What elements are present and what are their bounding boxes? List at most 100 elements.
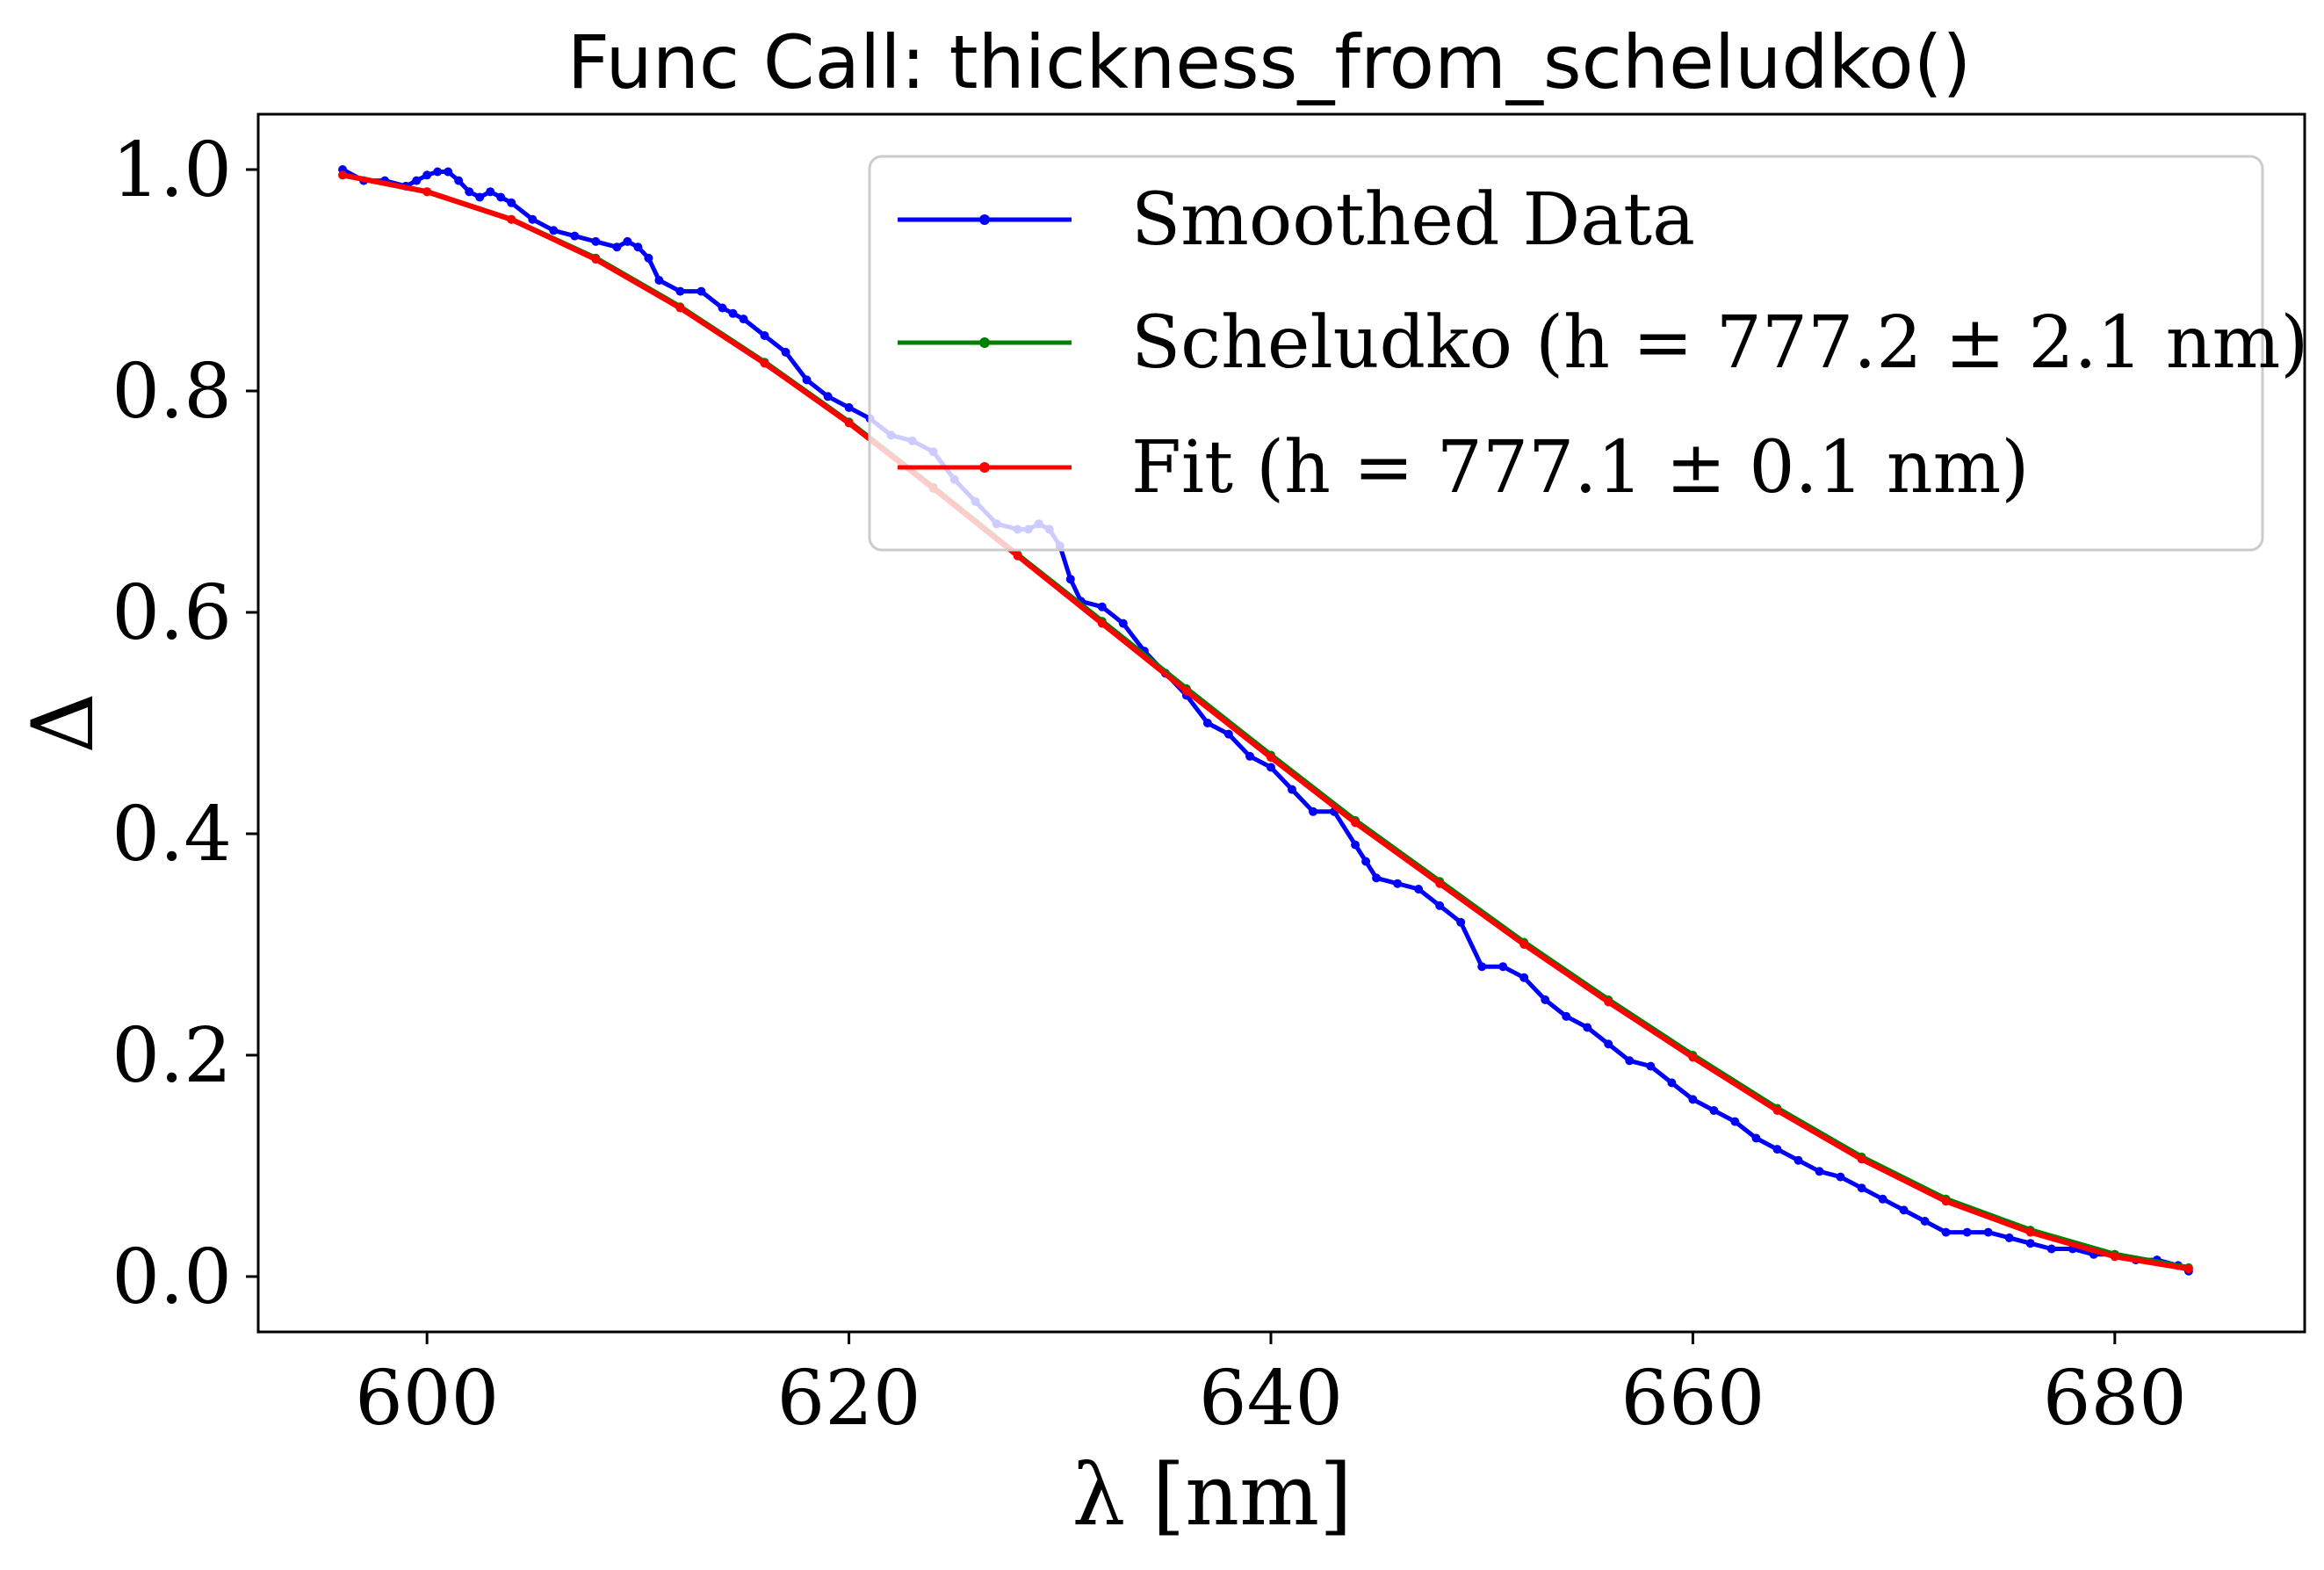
data-point [1498,962,1508,972]
data-point [739,315,748,324]
data-point [475,192,485,202]
data-point [2110,1252,2119,1262]
data-point [633,242,643,252]
data-point [2025,1227,2035,1237]
data-point [1245,751,1254,761]
data-point [1288,785,1296,794]
legend-box [868,155,2264,552]
y-tick-label: 0.0 [112,1234,232,1321]
data-point [1181,686,1191,696]
data-point [422,170,432,180]
data-point [1730,1117,1740,1126]
data-point [1267,753,1275,763]
data-point [612,242,622,252]
data-point [802,375,812,385]
data-point [1836,1172,1845,1182]
data-point [496,192,506,202]
legend-swatch-marker [979,462,990,473]
data-point [1223,729,1233,739]
legend-swatch-marker [979,214,990,225]
data-point [1709,1106,1719,1115]
chart-title: Func Call: thickness_from_scheludko() [567,19,1972,105]
data-point [1857,1154,1866,1164]
data-point [1983,1227,1993,1237]
legend-label: Scheludko (h = 777.2 ± 2.1 nm) [1131,301,2308,385]
data-point [1815,1167,1824,1176]
data-point [338,170,348,180]
legend-swatch-marker [979,337,990,348]
data-point [1065,575,1075,584]
axes-frame [256,112,2306,1334]
data-point [654,276,664,285]
data-point [1519,940,1529,949]
legend-entry: Scheludko (h = 777.2 ± 2.1 nm) [898,301,2308,385]
legend-label: Smoothed Data [1131,178,1695,262]
data-point [675,286,685,296]
data-point [1794,1155,1803,1165]
data-point [844,418,854,428]
data-point [2004,1233,2014,1242]
data-point [1351,840,1360,850]
legend: Smoothed Data Scheludko (h = 777.2 ± 2.1 … [868,155,2308,552]
data-point [507,198,516,207]
data-point [1351,818,1360,828]
data-point [728,308,738,318]
data-point [1477,962,1487,972]
data-point [1646,1061,1656,1071]
x-tick-label: 620 [776,1355,920,1443]
data-point [1878,1194,1887,1204]
data-point [570,231,580,241]
data-point [1920,1217,1930,1226]
data-point [1013,551,1022,561]
data-point [1941,1227,1951,1237]
data-point [454,176,464,185]
x-tick-label: 640 [1199,1355,1343,1443]
data-point [444,167,453,177]
data-point [1962,1227,1972,1237]
data-point [422,187,432,197]
data-point [1562,1011,1571,1021]
data-point [844,402,854,412]
data-point [1097,619,1107,628]
x-axis: 600 620 640 660 680 [355,1332,2187,1443]
data-point [2183,1264,2193,1274]
data-point [1435,901,1445,910]
data-point [1899,1205,1909,1215]
data-point [591,255,601,264]
legend-entry: Fit (h = 777.1 ± 0.1 nm) [898,426,2029,510]
x-tick-label: 680 [2043,1355,2187,1443]
data-point [1688,1095,1698,1104]
data-point [1541,995,1550,1004]
x-tick-label: 600 [355,1355,499,1443]
data-point [591,236,601,246]
y-tick-label: 1.0 [112,127,232,214]
data-point [1309,807,1317,816]
y-tick-label: 0.4 [112,791,232,879]
data-point [1267,763,1275,772]
y-tick-label: 0.2 [112,1012,232,1100]
data-point [1625,1056,1635,1066]
y-tick-label: 0.8 [112,348,232,436]
data-point [1097,602,1107,611]
data-point [1519,973,1529,982]
data-point [1372,873,1382,883]
data-point [1772,1145,1782,1154]
data-point [1393,879,1403,888]
data-point [1667,1078,1677,1088]
data-point [1751,1133,1761,1143]
data-point [528,214,538,224]
legend-entry: Smoothed Data [898,178,1695,262]
y-axis-label: Δ [14,692,112,753]
data-point [644,253,653,263]
data-point [433,167,443,177]
data-point [1688,1053,1698,1062]
data-point [1604,1039,1613,1049]
legend-label: Fit (h = 777.1 ± 0.1 nm) [1131,426,2029,510]
data-point [2046,1244,2056,1254]
y-axis: 0.0 0.2 0.4 0.6 0.8 1.0 [112,127,258,1321]
data-point [1583,1023,1592,1032]
data-point [1772,1106,1782,1115]
data-point [781,347,790,357]
data-point [718,303,727,313]
data-point [1604,997,1613,1007]
